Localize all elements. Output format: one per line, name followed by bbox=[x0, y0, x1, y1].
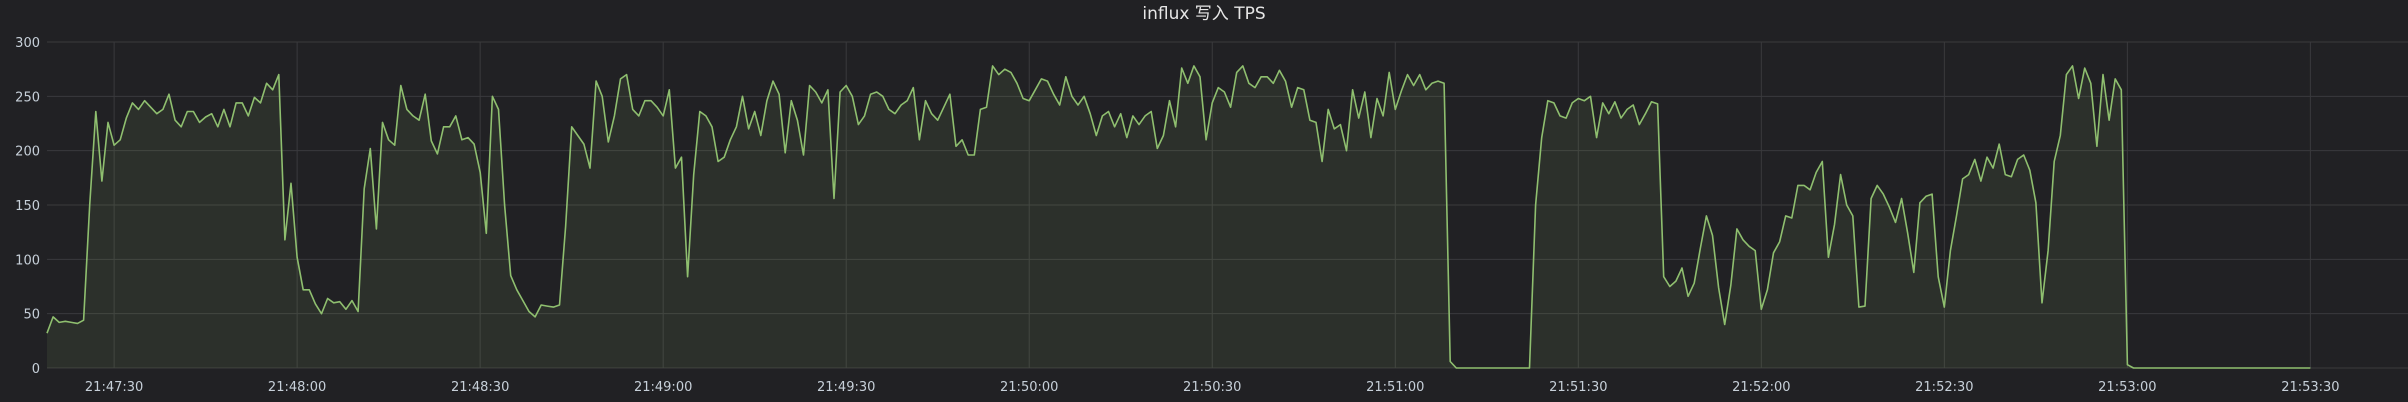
series-line bbox=[46, 65, 2311, 369]
y-axis: 0 50 100 150 200 250 300 bbox=[15, 36, 40, 377]
x-tick-label: 21:53:30 bbox=[2281, 380, 2339, 395]
x-tick-label: 21:51:00 bbox=[1366, 380, 1424, 395]
grid-lines bbox=[47, 41, 2408, 369]
x-tick-label: 21:48:00 bbox=[268, 380, 326, 395]
panel-title[interactable]: influx 写入 TPS bbox=[1142, 4, 1266, 24]
x-tick-label: 21:48:30 bbox=[451, 380, 509, 395]
y-tick-label: 100 bbox=[15, 253, 40, 268]
y-tick-label: 50 bbox=[23, 308, 40, 323]
y-tick-label: 200 bbox=[15, 145, 40, 160]
x-tick-label: 21:50:00 bbox=[1000, 380, 1058, 395]
x-tick-label: 21:49:30 bbox=[817, 380, 875, 395]
x-tick-label: 21:53:00 bbox=[2098, 380, 2156, 395]
x-tick-label: 21:52:30 bbox=[1915, 380, 1973, 395]
series-area bbox=[47, 65, 2311, 369]
x-tick-label: 21:49:00 bbox=[634, 380, 692, 395]
x-tick-label: 21:50:30 bbox=[1183, 380, 1241, 395]
x-tick-label: 21:47:30 bbox=[85, 380, 143, 395]
x-tick-label: 21:52:00 bbox=[1732, 380, 1790, 395]
y-tick-label: 150 bbox=[15, 199, 40, 214]
y-tick-label: 250 bbox=[15, 90, 40, 105]
series-group bbox=[46, 65, 2311, 369]
x-axis: 21:47:30 21:48:00 21:48:30 21:49:00 21:49:30… bbox=[85, 380, 2340, 395]
y-tick-label: 300 bbox=[15, 36, 40, 51]
x-tick-label: 21:51:30 bbox=[1549, 380, 1607, 395]
y-tick-label: 0 bbox=[32, 362, 40, 377]
